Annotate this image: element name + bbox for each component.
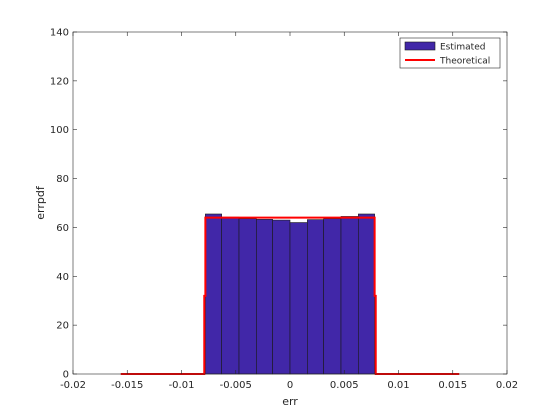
histogram-bar [272,219,291,375]
y-tick-label: 100 [50,125,69,136]
legend-swatch-estimated [404,41,436,51]
x-tick-label: 0.005 [330,380,359,391]
y-tick-label: 40 [56,272,69,283]
histogram-bar [340,216,359,375]
x-tick-label: -0.01 [169,380,195,391]
y-axis-label: errpdf [34,185,47,220]
y-tick-label: 20 [56,321,69,332]
x-axis-ticks: -0.02 -0.015 -0.01 -0.005 0 0.005 0.01 0.015 0.0… [60,32,518,391]
histogram-bar [289,222,308,375]
y-tick-label: 80 [56,174,69,185]
x-tick-label: -0.005 [220,380,252,391]
y-tick-label: 60 [56,223,69,234]
theoretical-line [120,216,460,375]
histogram-bar [205,213,222,375]
x-tick-label: -0.015 [111,380,143,391]
x-tick-label: -0.02 [60,380,86,391]
histogram-bar [221,216,240,375]
histogram-bar [323,218,342,375]
histogram-bar [358,213,375,375]
legend-label-theoretical: Theoretical [439,57,490,67]
legend: Estimated Theoretical [399,37,501,69]
histogram-bars [205,213,375,375]
theoretical-line-group [120,216,460,375]
histogram-bar [307,219,324,375]
x-tick-label: 0 [287,380,293,391]
histogram-bar [238,218,257,375]
x-tick-label: 0.02 [496,380,518,391]
y-axis-ticks: 0 20 40 60 80 100 120 140 [50,28,507,381]
legend-label-estimated: Estimated [440,43,485,53]
x-tick-label: 0.01 [387,380,409,391]
y-tick-label: 0 [63,370,69,381]
x-axis-label: err [282,395,298,408]
y-tick-label: 140 [50,28,69,39]
histogram-bar [256,219,273,375]
y-tick-label: 120 [50,76,69,87]
x-tick-label: 0.015 [438,380,467,391]
